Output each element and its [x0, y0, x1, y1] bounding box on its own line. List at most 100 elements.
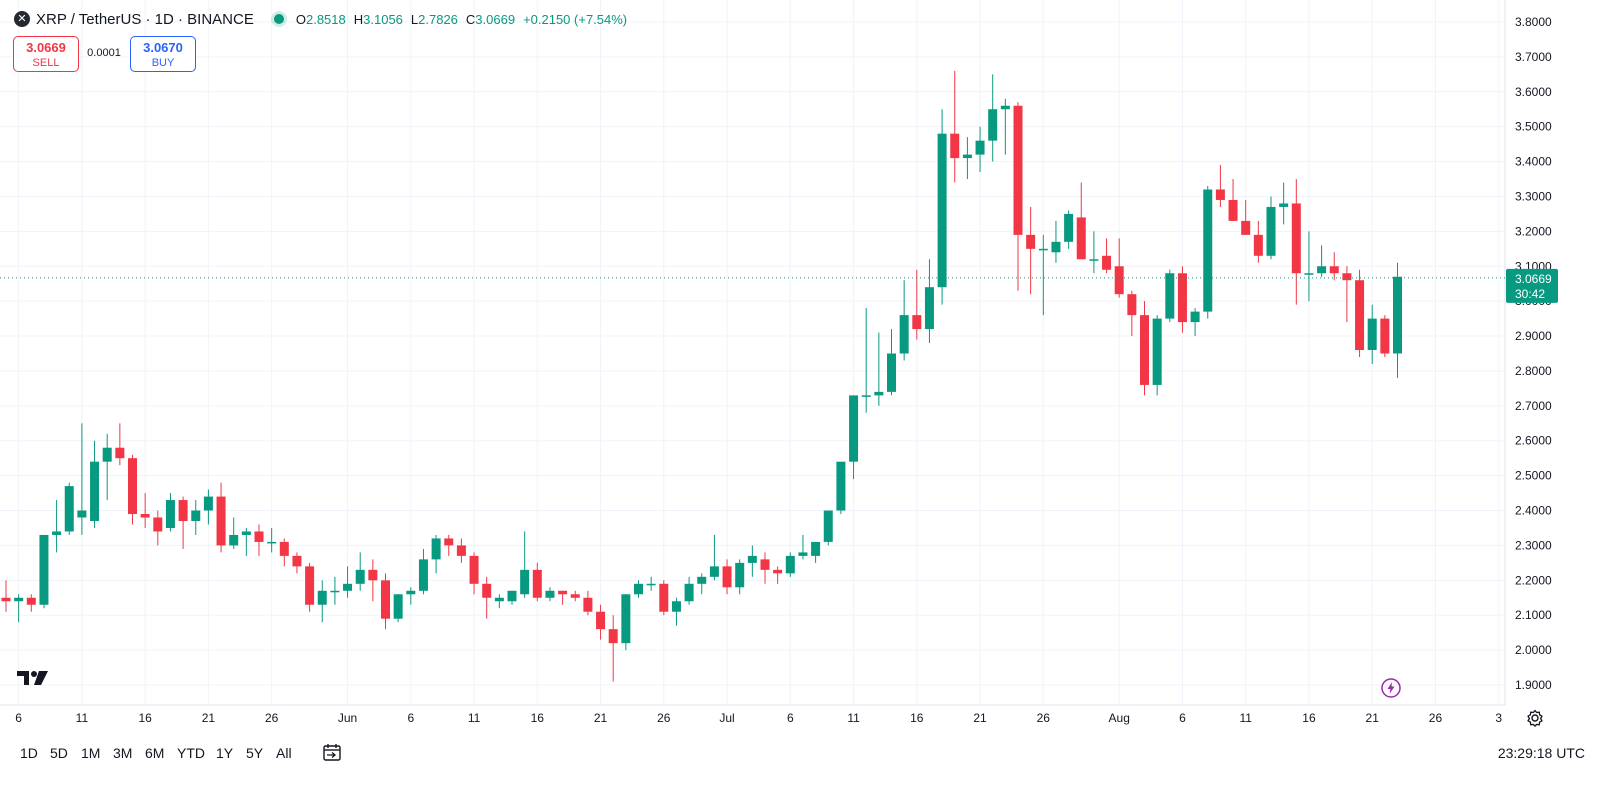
candle-body [861, 395, 871, 397]
candle-body [292, 555, 302, 567]
ohlc-readout: O2.8518 H3.1056 L2.7826 C3.0669 +0.2150 … [296, 12, 627, 27]
candle-body [343, 583, 353, 591]
candle-body [899, 315, 909, 354]
candle-body [1342, 273, 1352, 281]
candle-body [444, 538, 454, 546]
open-value: 2.8518 [305, 11, 346, 27]
range-button-1m[interactable]: 1M [81, 745, 101, 761]
x-tick-label: 3 [1495, 711, 1502, 725]
range-button-5d[interactable]: 5D [50, 745, 68, 761]
candle-body [1355, 280, 1365, 351]
range-button-1y[interactable]: 1Y [216, 745, 234, 761]
candle-body [355, 569, 365, 584]
range-button-6m[interactable]: 6M [145, 745, 165, 761]
candle-body [431, 538, 441, 560]
xrp-logo-icon: ✕ [14, 11, 30, 27]
candle-body [393, 594, 403, 619]
range-button-3m[interactable]: 3M [113, 745, 133, 761]
range-button-ytd[interactable]: YTD [177, 745, 205, 761]
range-button-5y[interactable]: 5Y [246, 745, 264, 761]
candle-body [785, 555, 795, 574]
candle-body [418, 559, 428, 591]
x-tick-label: 21 [973, 711, 987, 725]
x-tick-label: 16 [910, 711, 924, 725]
candlestick-chart[interactable]: 3.8000 3.7000 3.6000 3.5000 3.4000 3.3000 3.20… [0, 0, 1600, 734]
candle-body [1140, 315, 1149, 385]
candles-group [1, 70, 1402, 682]
candle-body [836, 461, 846, 511]
candle-body [887, 353, 896, 392]
candle-body [1165, 273, 1175, 319]
candle-body [570, 594, 580, 598]
candle-body [482, 583, 492, 598]
candle-body [1266, 206, 1276, 256]
candle-body [1177, 273, 1187, 323]
y-tick-label: 1.9000 [1515, 678, 1552, 692]
candle-body [621, 594, 631, 644]
x-tick-label: 6 [1179, 711, 1186, 725]
low-label: L [410, 11, 419, 27]
buy-button[interactable]: 3.0670 BUY [130, 36, 196, 72]
candle-body [545, 590, 555, 598]
bar-countdown-label: 30:42 [1515, 287, 1545, 301]
candle-body [1393, 276, 1402, 354]
candle-body [1013, 105, 1023, 235]
candle-body [962, 154, 972, 159]
settings-gear-icon[interactable] [1526, 709, 1544, 727]
calendar-range-icon[interactable] [322, 743, 342, 763]
sell-button[interactable]: 3.0669 SELL [13, 36, 79, 72]
y-tick-label: 2.7000 [1515, 399, 1552, 413]
candle-body [1291, 203, 1301, 274]
lightning-icon[interactable] [1381, 678, 1401, 698]
y-tick-label: 2.0000 [1515, 643, 1552, 657]
candle-body [735, 562, 745, 588]
close-value: 3.0669 [475, 11, 516, 27]
y-tick-label: 2.2000 [1515, 573, 1552, 587]
candle-body [1000, 105, 1010, 110]
y-tick-label: 3.2000 [1515, 224, 1552, 238]
symbol-header: ✕ XRP / TetherUS · 1D · BINANCE O2.8518 … [14, 9, 627, 29]
candle-body [1228, 199, 1238, 221]
candle-body [203, 496, 213, 511]
candle-body [381, 580, 390, 619]
candle-body [406, 590, 416, 595]
y-tick-label: 2.5000 [1515, 469, 1552, 483]
x-tick-label: Jul [719, 711, 734, 725]
range-button-all[interactable]: All [276, 745, 292, 761]
candle-body [1026, 234, 1036, 249]
high-value: 3.1056 [363, 11, 403, 27]
candle-body [1279, 203, 1289, 207]
symbol-title[interactable]: XRP / TetherUS · 1D · BINANCE [36, 10, 254, 28]
candle-body [659, 583, 669, 612]
candle-body [608, 629, 618, 644]
candle-body [924, 287, 934, 330]
candle-body [684, 583, 694, 602]
range-button-1d[interactable]: 1D [20, 745, 38, 761]
y-tick-label: 3.6000 [1515, 85, 1552, 99]
candle-body [937, 133, 947, 288]
last-price-label: 3.0669 [1515, 272, 1552, 286]
y-tick-label: 3.4000 [1515, 155, 1552, 169]
candle-body [77, 510, 87, 518]
candle-body [558, 590, 568, 595]
candle-body [64, 486, 74, 532]
candle-body [1114, 266, 1124, 295]
candle-body [267, 541, 277, 544]
x-tick-label: 16 [531, 711, 545, 725]
x-tick-label: 11 [468, 711, 481, 725]
x-tick-label: 6 [407, 711, 414, 725]
candle-body [975, 140, 985, 155]
candle-body [1215, 189, 1225, 200]
candle-body [823, 510, 833, 542]
utc-clock[interactable]: 23:29:18 UTC [1497, 745, 1585, 761]
candle-body [988, 109, 998, 141]
y-tick-label: 2.1000 [1515, 608, 1552, 622]
candle-body [798, 552, 808, 556]
y-tick-label: 3.5000 [1515, 120, 1552, 134]
tradingview-logo-icon[interactable] [17, 668, 51, 688]
candle-body [1064, 213, 1074, 242]
y-tick-label: 3.7000 [1515, 50, 1552, 64]
candle-body [1367, 318, 1377, 351]
candle-body [507, 590, 517, 602]
